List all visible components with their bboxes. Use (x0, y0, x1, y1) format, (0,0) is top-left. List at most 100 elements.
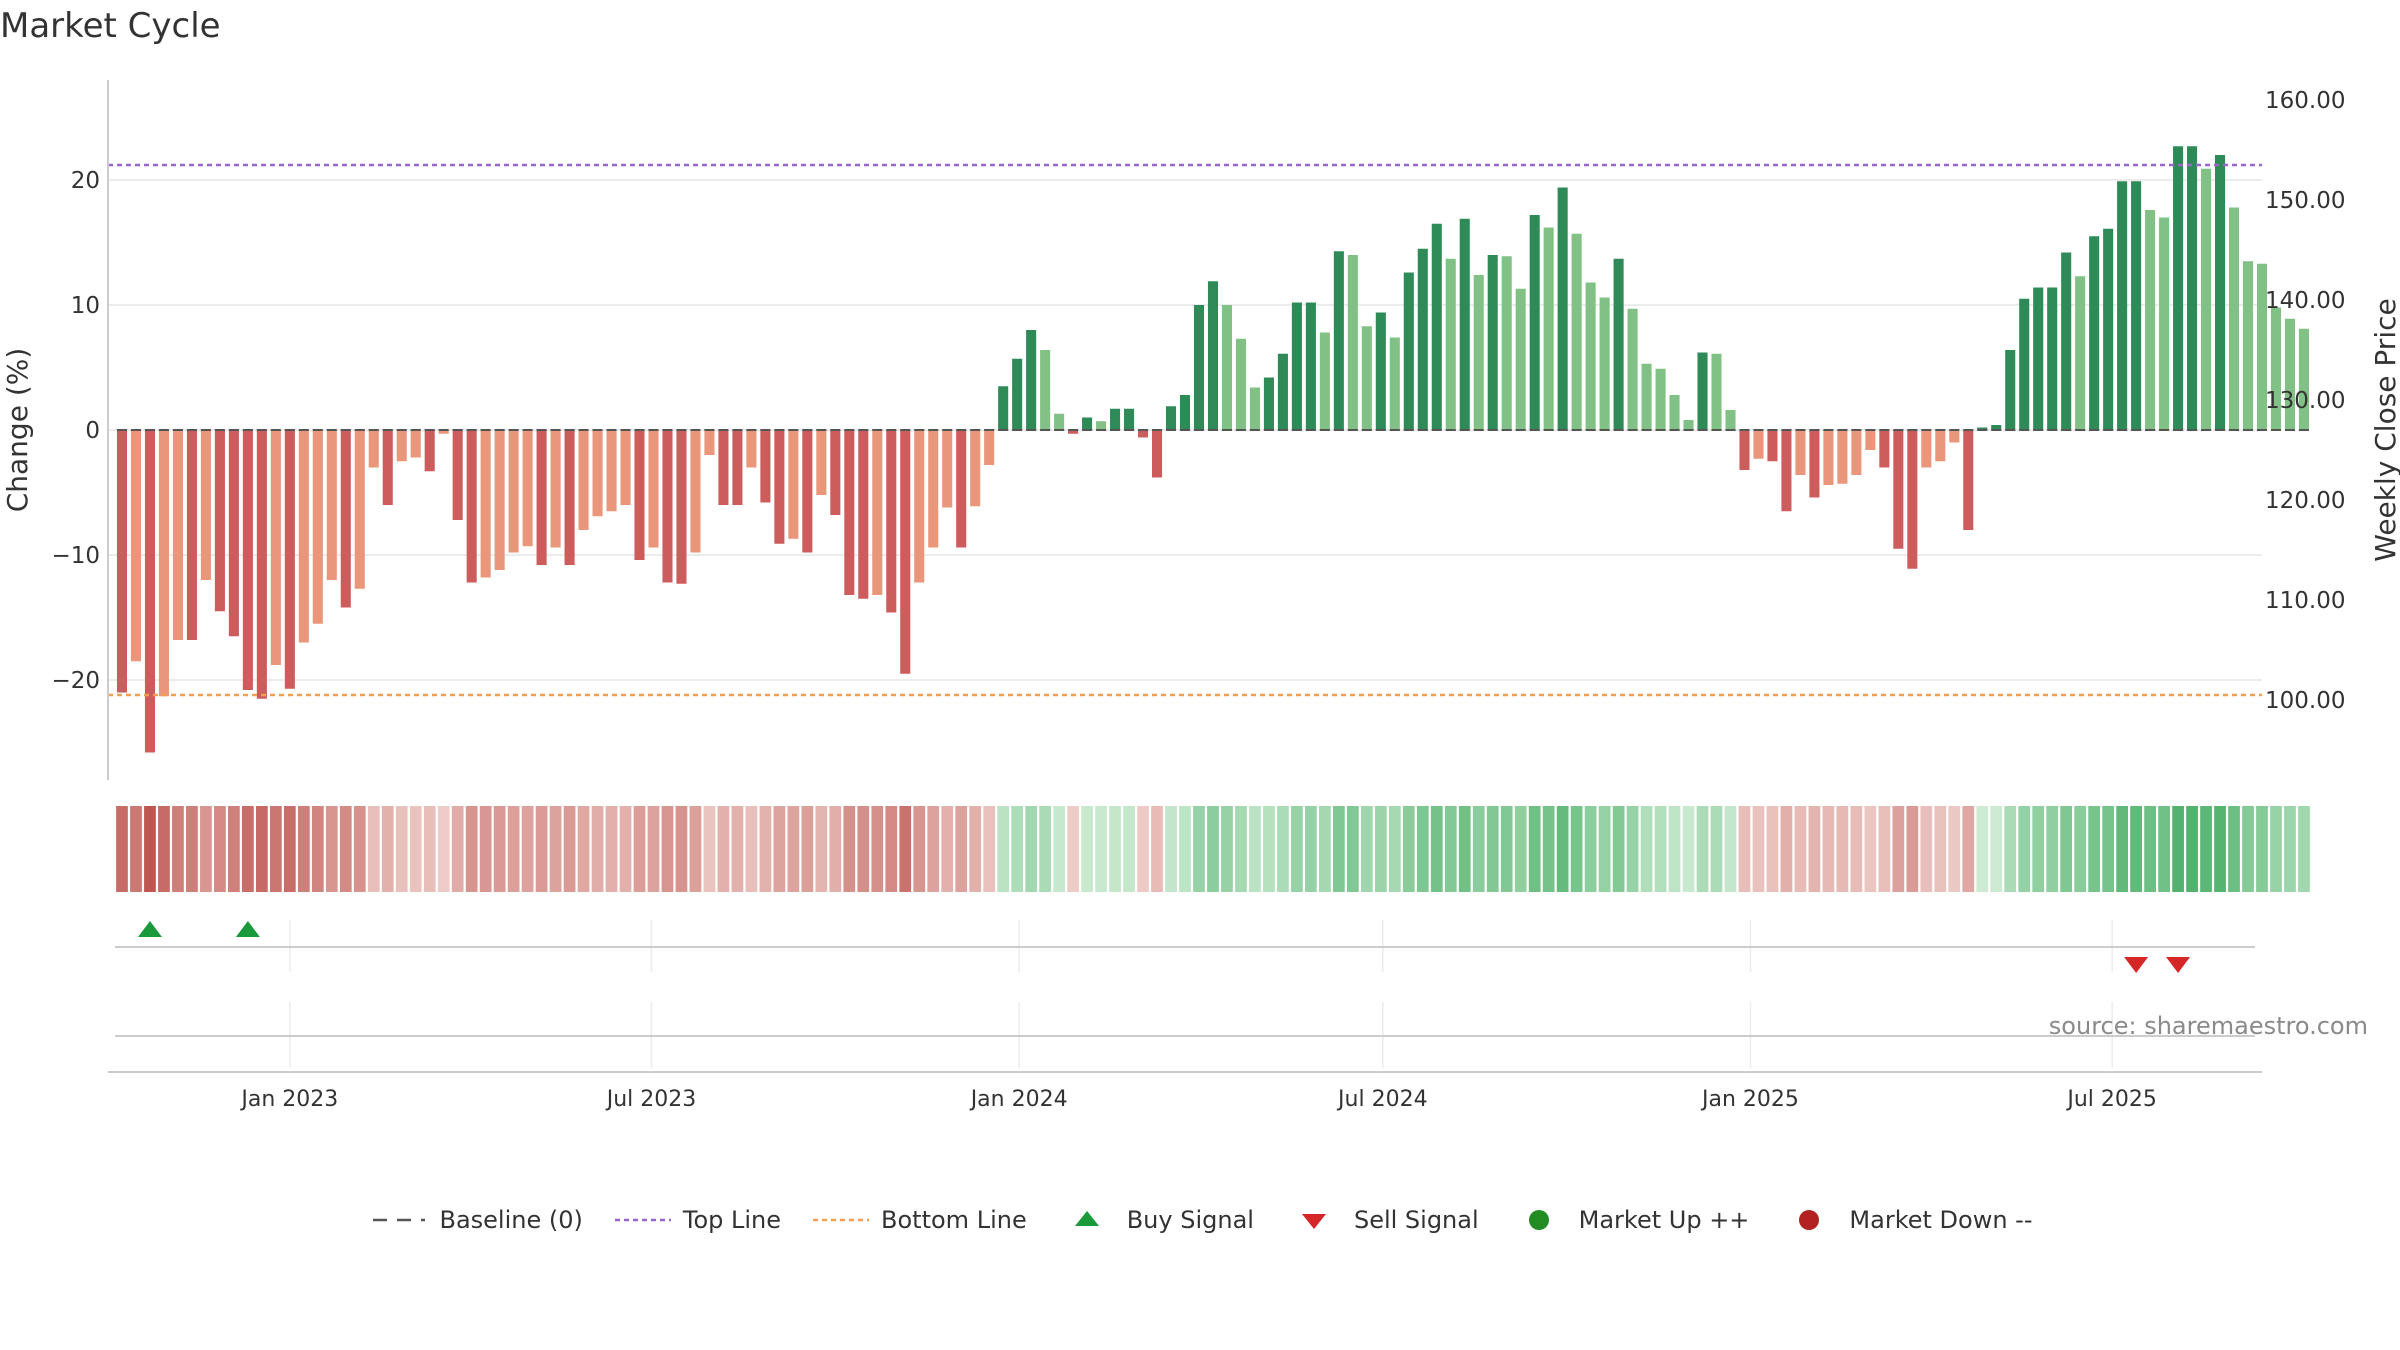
change-bar (1949, 430, 1960, 443)
heat-cell (2256, 806, 2268, 892)
change-bar (1529, 215, 1540, 430)
heat-cell (172, 806, 184, 892)
change-bar (634, 430, 645, 560)
change-bar (704, 430, 715, 455)
y2-tick-label: 160.00 (2265, 88, 2345, 114)
heat-cell (1766, 806, 1779, 892)
heat-cell (857, 806, 870, 892)
y2-axis-title: Weekly Close Price (2369, 298, 2400, 561)
heat-cell (843, 806, 856, 892)
change-bar (2215, 155, 2226, 430)
change-bar (368, 430, 379, 468)
heat-cell (1710, 806, 1723, 892)
sell-signal-marker (2166, 957, 2191, 973)
heat-cell (591, 806, 604, 892)
change-bar (116, 430, 128, 693)
change-bar (1879, 430, 1890, 468)
legend-item-bottom: Bottom Line (809, 1205, 1027, 1235)
legend-label: Top Line (682, 1206, 782, 1234)
heat-cell (521, 806, 534, 892)
heat-cell (214, 806, 226, 892)
heat-cell (787, 806, 800, 892)
change-bar (452, 430, 463, 520)
change-bar (186, 430, 197, 640)
change-bar (1753, 430, 1764, 459)
heat-cell (689, 806, 702, 892)
circle-icon (1528, 1210, 1549, 1230)
change-bar (480, 430, 491, 578)
legend-item-top: Top Line (611, 1205, 781, 1235)
heat-cell (1724, 806, 1737, 892)
heat-cell (158, 806, 170, 892)
heat-cell (1906, 806, 1919, 892)
change-bar (2159, 217, 2170, 430)
legend-item-baseline: Baseline (0) (367, 1205, 583, 1235)
heat-cell (2298, 806, 2310, 892)
legend-label: Market Down -- (1849, 1206, 2033, 1234)
heat-cell (2186, 806, 2198, 892)
heat-cell (2158, 806, 2170, 892)
heat-cell (1864, 806, 1877, 892)
legend-item-down: Market Down -- (1777, 1205, 2033, 1235)
heat-cell (2270, 806, 2282, 892)
change-bar (1781, 430, 1792, 512)
change-bar (1417, 248, 1428, 430)
change-bar (340, 430, 351, 608)
heat-cell (1836, 806, 1849, 892)
heat-cell (829, 806, 842, 892)
change-bar (1977, 427, 1988, 430)
signal-panel (115, 920, 2255, 1068)
change-bar (1767, 430, 1778, 462)
heat-cell (1444, 806, 1457, 892)
dotted-line-icon (614, 1218, 671, 1222)
heat-cell (2046, 806, 2059, 892)
heat-cell (1067, 806, 1079, 892)
heat-cell (2032, 806, 2045, 892)
heat-cell (1109, 806, 1121, 892)
change-bar (1193, 305, 1205, 430)
heat-cell (1962, 806, 1975, 892)
heat-cell (1486, 806, 1499, 892)
change-bar (2284, 318, 2296, 430)
x-tick-label: Jan 2025 (1700, 1087, 1799, 1112)
source-text: source: sharemaestro.com (2049, 1012, 2368, 1040)
heat-cell (507, 806, 520, 892)
change-bar (2047, 287, 2058, 430)
change-bar (1403, 272, 1414, 430)
change-bar (144, 430, 155, 753)
heat-cell (1556, 806, 1569, 892)
change-bar (158, 430, 169, 697)
heat-cell (1346, 806, 1359, 892)
change-bar (1473, 275, 1484, 430)
change-bar (1823, 430, 1834, 485)
change-bar (1613, 258, 1624, 430)
heat-cell (969, 806, 982, 892)
change-bar (1893, 430, 1904, 549)
heat-cell (1780, 806, 1793, 892)
heat-cell (1500, 806, 1513, 892)
heat-cell (1388, 806, 1401, 892)
heat-cell (1123, 806, 1135, 892)
change-bar (2117, 181, 2128, 430)
heat-cell (1892, 806, 1905, 892)
change-bar (620, 430, 631, 505)
change-bar (284, 430, 295, 689)
heat-cell (1472, 806, 1485, 892)
change-bar (2242, 261, 2254, 430)
change-bar (466, 430, 477, 583)
heat-cell (983, 806, 996, 892)
heat-cell (2018, 806, 2031, 892)
y-tick-label: 20 (71, 168, 100, 194)
heat-cell (1920, 806, 1933, 892)
heat-cell (759, 806, 772, 892)
change-bar (1026, 330, 1037, 430)
heat-cell (1207, 806, 1219, 892)
change-bar (564, 430, 575, 565)
change-bar (2173, 146, 2184, 430)
heat-cell (927, 806, 940, 892)
change-bar (788, 430, 799, 539)
y2-tick-label: 120.00 (2265, 488, 2345, 514)
change-bar (1347, 255, 1358, 430)
change-bar (830, 430, 841, 515)
heat-cell (1011, 806, 1024, 892)
